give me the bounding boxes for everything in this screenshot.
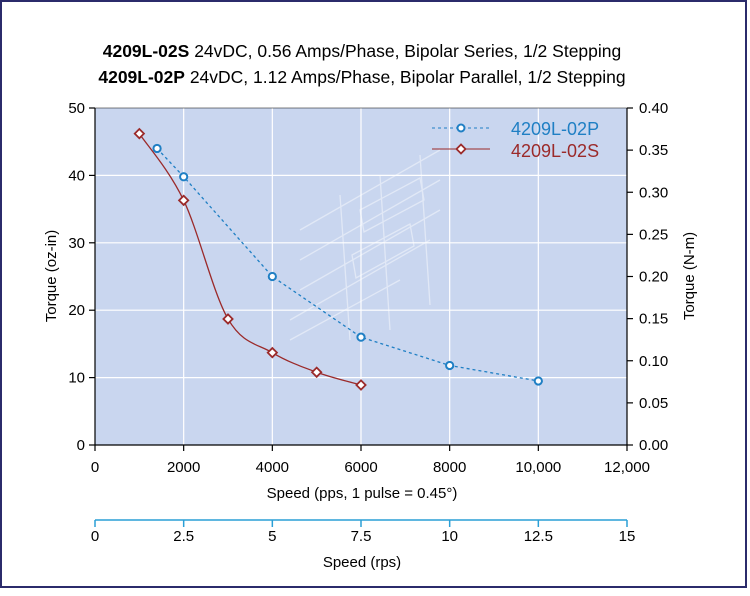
data-point-4209l-02s bbox=[310, 366, 323, 379]
y-tick-label: 0 bbox=[77, 437, 85, 454]
x-axis-label: Speed (pps, 1 pulse = 0.45°) bbox=[267, 485, 458, 502]
y2-tick-label: 0.00 bbox=[639, 437, 668, 454]
data-point-4209l-02s bbox=[266, 346, 279, 359]
legend-marker-4209l-02s bbox=[455, 143, 467, 155]
legend-marker-4209l-02p bbox=[456, 123, 466, 133]
x2-tick-label: 15 bbox=[619, 528, 636, 545]
x-tick-label: 2000 bbox=[167, 459, 200, 476]
axes: 010203040500.000.050.100.150.200.250.300… bbox=[68, 100, 668, 545]
legend-label-4209l-02s: 4209L-02S bbox=[511, 141, 599, 161]
y-tick-label: 20 bbox=[68, 302, 85, 319]
y2-tick-label: 0.05 bbox=[639, 395, 668, 412]
y2-tick-label: 0.40 bbox=[639, 100, 668, 117]
x2-tick-label: 12.5 bbox=[524, 528, 553, 545]
grid-lines bbox=[95, 108, 627, 445]
x-tick-label: 12,000 bbox=[604, 459, 650, 476]
x-tick-label: 6000 bbox=[344, 459, 377, 476]
x-tick-label: 10,000 bbox=[515, 459, 561, 476]
chart-title-line-2: 4209L-02P 24vDC, 1.12 Amps/Phase, Bipola… bbox=[98, 67, 625, 87]
x-tick-label: 4000 bbox=[256, 459, 289, 476]
x2-axis-label: Speed (rps) bbox=[323, 554, 401, 571]
data-point-4209l-02s bbox=[222, 313, 234, 325]
y-tick-label: 30 bbox=[68, 235, 85, 252]
y-axis-label: Torque (oz-in) bbox=[43, 230, 60, 323]
series-layer bbox=[133, 127, 543, 391]
data-point-4209l-02p bbox=[445, 360, 455, 371]
legend: 4209L-02P 4209L-02S bbox=[432, 119, 599, 161]
x2-tick-label: 0 bbox=[91, 528, 99, 545]
y2-tick-label: 0.15 bbox=[639, 311, 668, 328]
title-model-s: 4209L-02S bbox=[103, 41, 190, 61]
data-point-4209l-02p bbox=[267, 271, 277, 282]
logo-watermark bbox=[289, 149, 441, 341]
series-line-4209l-02p bbox=[156, 147, 539, 382]
y-tick-label: 50 bbox=[68, 100, 85, 117]
y2-tick-label: 0.10 bbox=[639, 353, 668, 370]
data-point-4209l-02p bbox=[179, 172, 189, 182]
y2-tick-label: 0.20 bbox=[639, 269, 668, 286]
data-point-4209l-02s bbox=[133, 127, 146, 140]
data-point-4209l-02p bbox=[356, 332, 366, 342]
chart-title-line-1: 4209L-02S 24vDC, 0.56 Amps/Phase, Bipola… bbox=[103, 41, 622, 61]
data-point-4209l-02s bbox=[177, 194, 190, 207]
legend-label-4209l-02p: 4209L-02P bbox=[511, 119, 599, 139]
data-point-4209l-02s bbox=[355, 379, 367, 391]
y-tick-label: 10 bbox=[68, 370, 85, 387]
data-point-4209l-02p bbox=[533, 376, 543, 386]
y2-tick-label: 0.35 bbox=[639, 142, 668, 159]
y2-axis-label: Torque (N-m) bbox=[681, 232, 698, 320]
x-tick-label: 0 bbox=[91, 459, 99, 476]
y-tick-label: 40 bbox=[68, 167, 85, 184]
y2-tick-label: 0.30 bbox=[639, 184, 668, 201]
title-text-s: 24vDC, 0.56 Amps/Phase, Bipolar Series, … bbox=[189, 41, 621, 61]
y2-tick-label: 0.25 bbox=[639, 226, 668, 243]
x2-tick-label: 10 bbox=[441, 528, 458, 545]
x-tick-label: 8000 bbox=[433, 459, 466, 476]
title-text-p: 24vDC, 1.12 Amps/Phase, Bipolar Parallel… bbox=[185, 67, 626, 87]
title-model-p: 4209L-02P bbox=[98, 67, 185, 87]
data-point-4209l-02p bbox=[152, 143, 162, 154]
x2-tick-label: 2.5 bbox=[173, 528, 194, 545]
x2-tick-label: 7.5 bbox=[351, 528, 372, 545]
x2-tick-label: 5 bbox=[268, 528, 276, 545]
